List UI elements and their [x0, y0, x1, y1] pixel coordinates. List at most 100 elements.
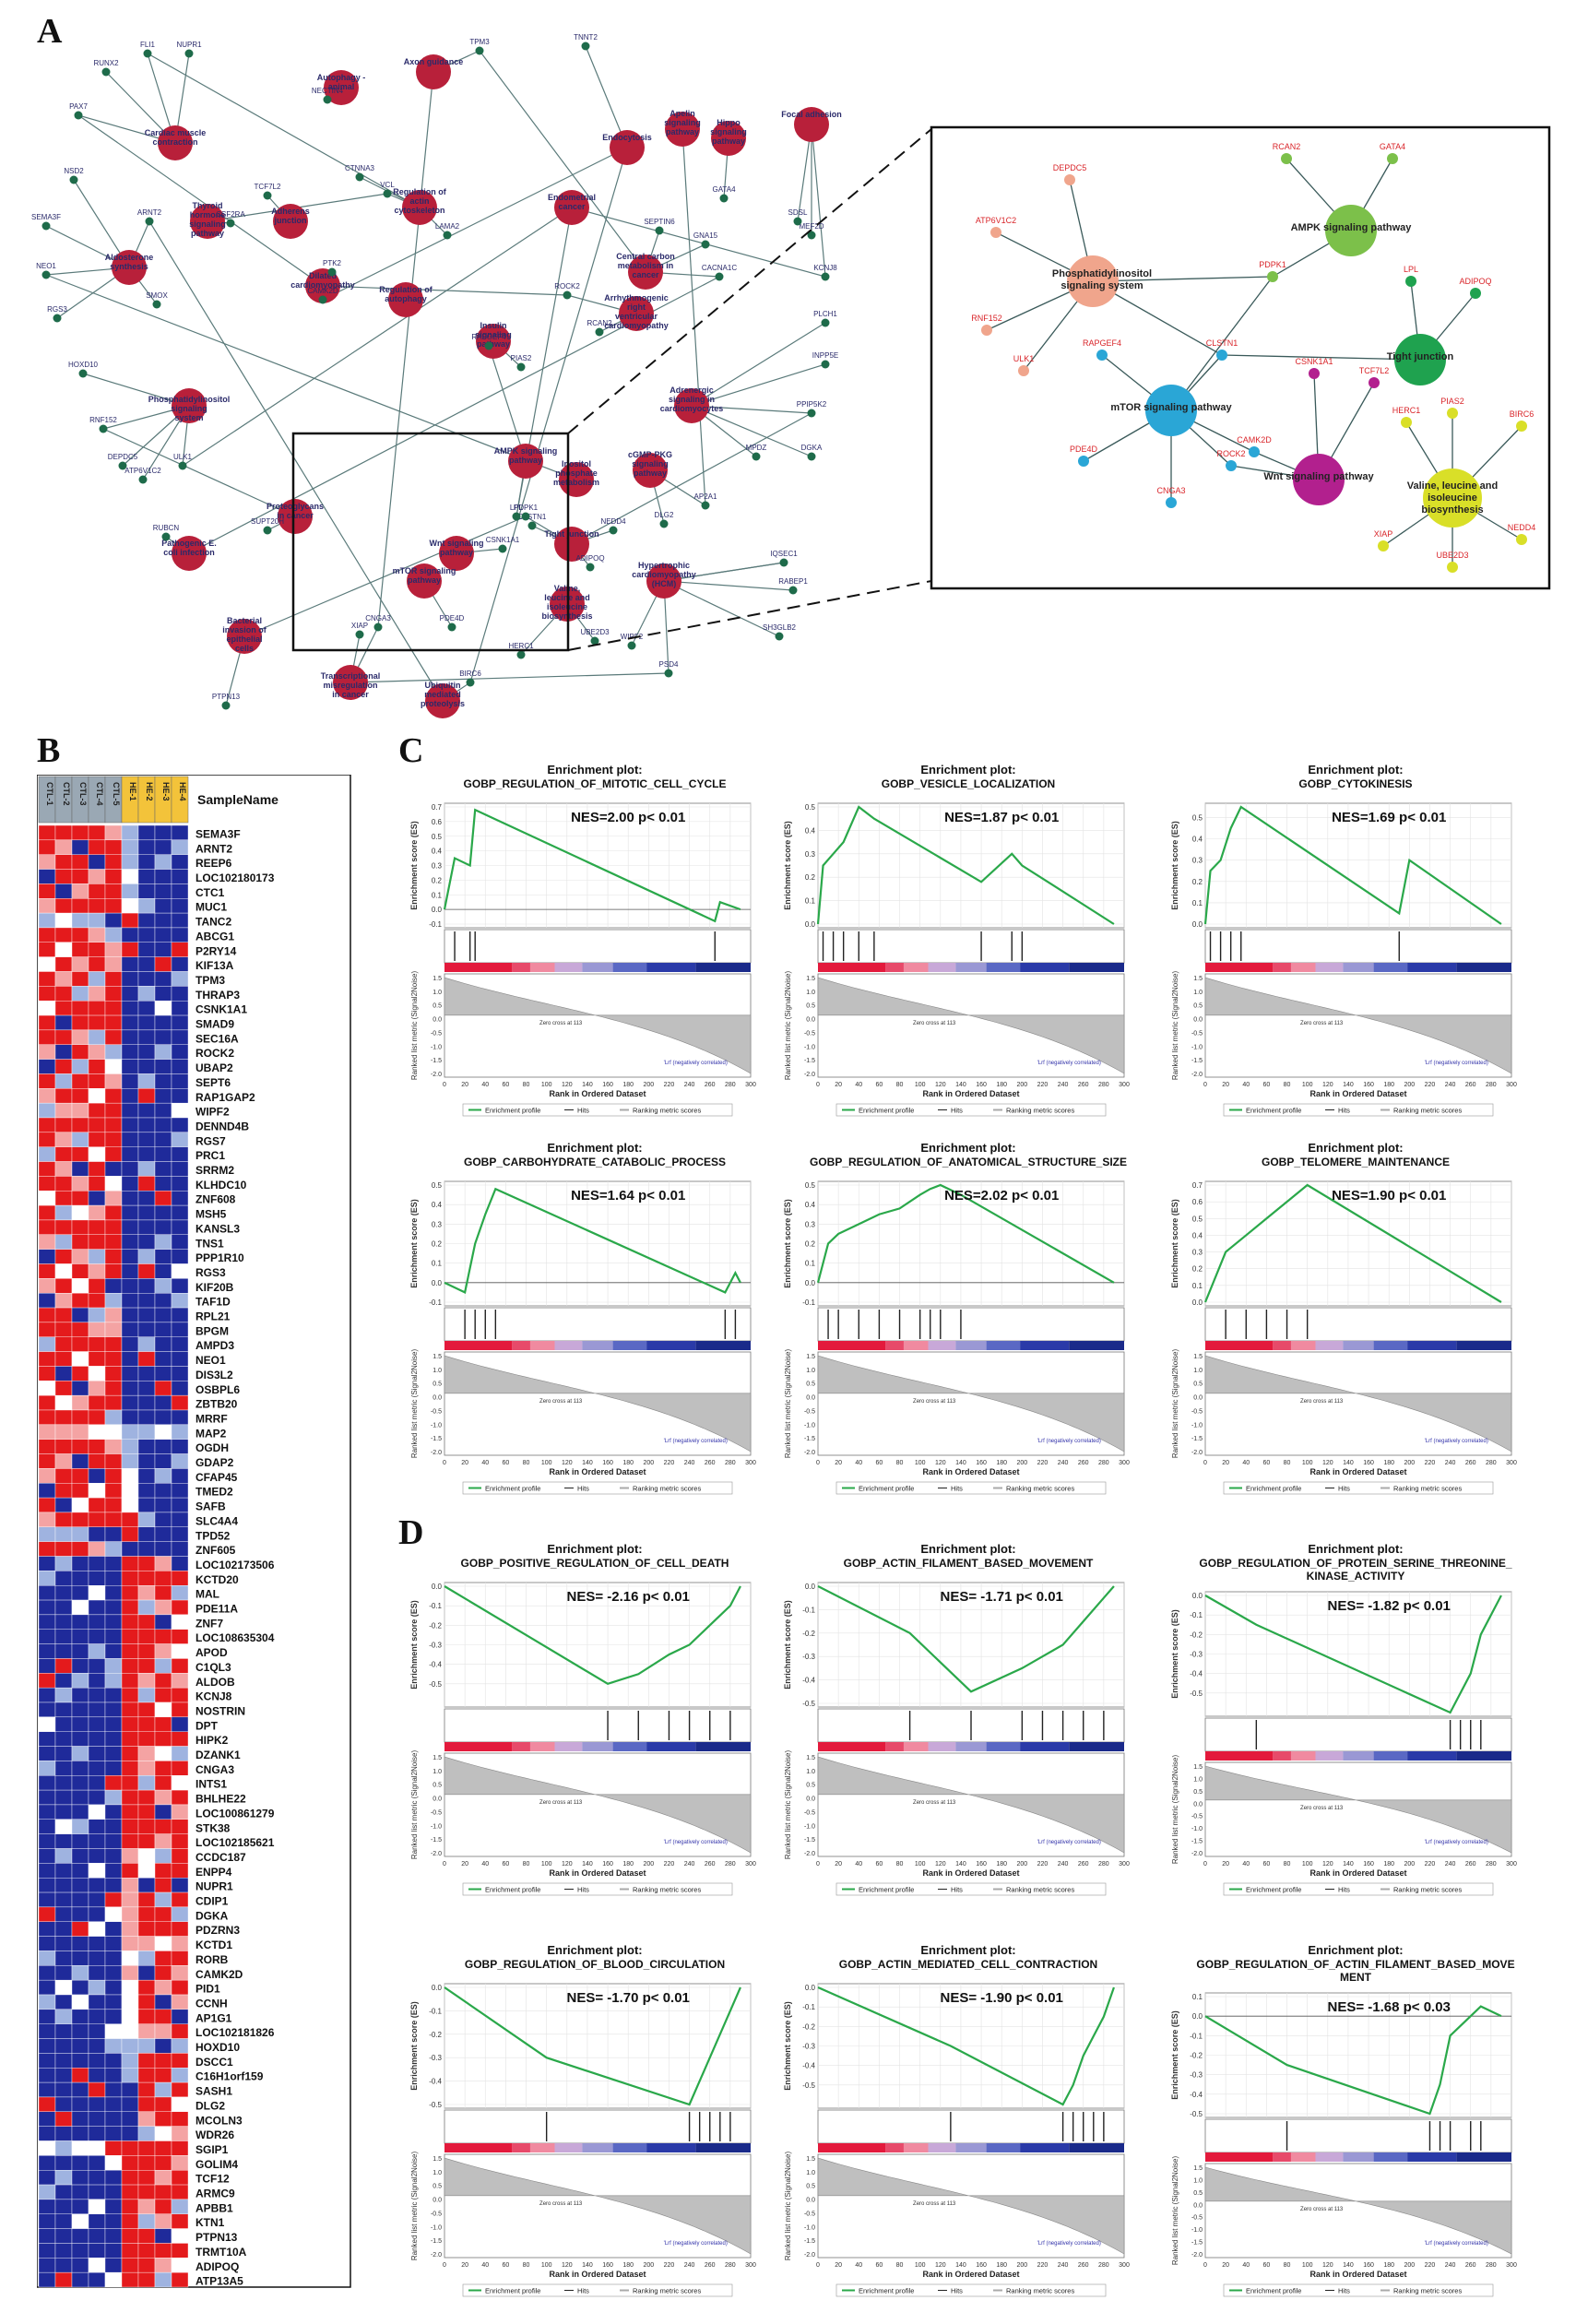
- gsea-x-tick: 180: [1383, 1861, 1394, 1868]
- heatmap-cell: [171, 2155, 189, 2171]
- heatmap-gene-label: TRMT10A: [196, 2246, 247, 2259]
- gsea-metric-tick: 0.5: [433, 1003, 442, 1010]
- heatmap-cell: [154, 1293, 172, 1309]
- gsea-x-tick: 140: [955, 1861, 966, 1868]
- heatmap-cell: [71, 2096, 89, 2112]
- pathway-node-label: signaling in: [669, 395, 715, 404]
- heatmap-cell: [54, 2096, 73, 2112]
- pathway-node-label: Hypertrophic: [638, 561, 690, 570]
- heatmap-cell: [121, 1044, 139, 1060]
- heatmap-cell: [171, 1483, 189, 1499]
- gsea-enrichment-curve: [1204, 2005, 1502, 2116]
- inset-gene-label: NEDD4: [1508, 523, 1536, 532]
- heatmap-cell: [88, 1102, 106, 1119]
- gsea-x-tick: 280: [1098, 1460, 1109, 1466]
- heatmap-cell: [38, 1351, 56, 1367]
- heatmap-cell: [171, 1731, 189, 1747]
- gsea-color-bar-segment: [695, 2143, 751, 2152]
- gene-node-label: RABEP1: [778, 577, 808, 586]
- inset-gene-label: UBE2D3: [1436, 551, 1468, 560]
- gsea-x-tick: 40: [481, 1082, 489, 1088]
- gene-node-label: CAMK2D: [307, 287, 338, 295]
- gsea-x-tick: 160: [602, 2262, 613, 2269]
- gsea-color-bar-segment: [1343, 1341, 1374, 1350]
- heatmap-cell: [88, 2258, 106, 2273]
- heatmap-cell: [171, 1789, 189, 1806]
- heatmap-cell: [104, 1453, 123, 1469]
- gsea-y-tick: -0.1: [802, 2003, 815, 2011]
- heatmap-cell: [38, 1979, 56, 1996]
- heatmap-cell: [171, 1132, 189, 1147]
- gsea-x-tick: 220: [1425, 1460, 1436, 1466]
- gsea-y-tick: 0.0: [432, 1583, 443, 1591]
- gsea-color-bar-segment: [1315, 1751, 1344, 1761]
- gsea-metric-tick: 0.5: [433, 2184, 442, 2190]
- gsea-x-tick: 100: [541, 1082, 552, 1088]
- heatmap-cell: [137, 1571, 156, 1586]
- heatmap-cell: [121, 2271, 139, 2288]
- svg-text:CTL-2: CTL-2: [62, 782, 71, 806]
- heatmap-cell: [38, 1483, 56, 1499]
- gsea-x-tick: 20: [461, 2262, 468, 2269]
- heatmap-cell: [38, 1161, 56, 1177]
- pathway-node-label: misregulation: [323, 681, 377, 690]
- pathway-node-label: autophagy: [385, 294, 427, 303]
- heatmap-cell: [104, 1483, 123, 1499]
- gsea-metric-tick: -2.0: [431, 1851, 442, 1857]
- heatmap-cell: [88, 1731, 106, 1747]
- heatmap-cell: [71, 854, 89, 870]
- gsea-enrichment-curve: [1203, 805, 1502, 925]
- heatmap-cell: [154, 986, 172, 1002]
- gsea-x-tick: 140: [1343, 2262, 1354, 2269]
- pathway-node: [416, 54, 451, 89]
- gene-node: [655, 226, 664, 235]
- heatmap-cell: [154, 2126, 172, 2141]
- heatmap-cell: [71, 1863, 89, 1879]
- heatmap-cell: [38, 1381, 56, 1396]
- network-edge: [691, 322, 826, 407]
- inset-pathway-node: [1423, 468, 1482, 528]
- heatmap-cell: [54, 1351, 73, 1367]
- heatmap-gene-label: PRC1: [196, 1149, 225, 1162]
- gsea-color-bar-segment: [1373, 1751, 1408, 1761]
- heatmap-cell: [171, 1512, 189, 1528]
- heatmap-header-label: SampleName: [197, 792, 278, 807]
- pathway-node-label: Axon guidance: [404, 57, 464, 66]
- gsea-metric-tick: 1.5: [433, 976, 442, 982]
- heatmap-gene-label: PID1: [196, 1983, 220, 1996]
- heatmap-cell: [54, 1234, 73, 1250]
- heatmap-cell: [71, 1132, 89, 1147]
- gsea-legend-label: Hits: [577, 1886, 589, 1894]
- heatmap-cell: [38, 1117, 56, 1133]
- pathway-node: [172, 536, 207, 571]
- gsea-x-tick: 40: [855, 2262, 862, 2269]
- gsea-metric-tick: 1.0: [1193, 1368, 1203, 1374]
- gsea-x-tick: 20: [461, 1861, 468, 1868]
- heatmap-cell: [154, 1336, 172, 1352]
- heatmap-cell: [54, 971, 73, 987]
- zoom-connector-top: [567, 128, 932, 434]
- gsea-pos-label: 'LL' (positively correlated): [822, 1354, 884, 1359]
- gene-node: [779, 558, 788, 567]
- pathway-node-label: Focal adhesion: [781, 110, 842, 119]
- heatmap-cell: [38, 1863, 56, 1879]
- heatmap-cell: [54, 1132, 73, 1147]
- gsea-x-tick: 180: [1383, 1082, 1394, 1088]
- heatmap-cell: [54, 2038, 73, 2054]
- gsea-neg-label: 'Lrf (negatively correlated): [1037, 1840, 1101, 1845]
- heatmap-cell: [137, 1263, 156, 1279]
- gsea-metric-tick: -1.0: [1191, 1826, 1203, 1832]
- heatmap-cell: [71, 1219, 89, 1236]
- gsea-x-tick: 100: [541, 1460, 552, 1466]
- gsea-x-tick: 220: [1425, 1861, 1436, 1868]
- gsea-x-tick: 260: [1465, 2262, 1476, 2269]
- gsea-x-tick: 40: [1242, 1460, 1250, 1466]
- inset-gene-label: PDE4D: [1070, 445, 1098, 454]
- gsea-metric-tick: -2.0: [1191, 1072, 1203, 1078]
- gsea-color-bar-segment: [554, 963, 583, 972]
- heatmap-cell: [38, 1394, 56, 1411]
- gsea-title: GOBP_REGULATION_OF_MITOTIC_CELL_CYCLE: [464, 777, 727, 790]
- heatmap-cell: [88, 1088, 106, 1104]
- heatmap-cell: [121, 1687, 139, 1703]
- pathway-node: [333, 665, 368, 700]
